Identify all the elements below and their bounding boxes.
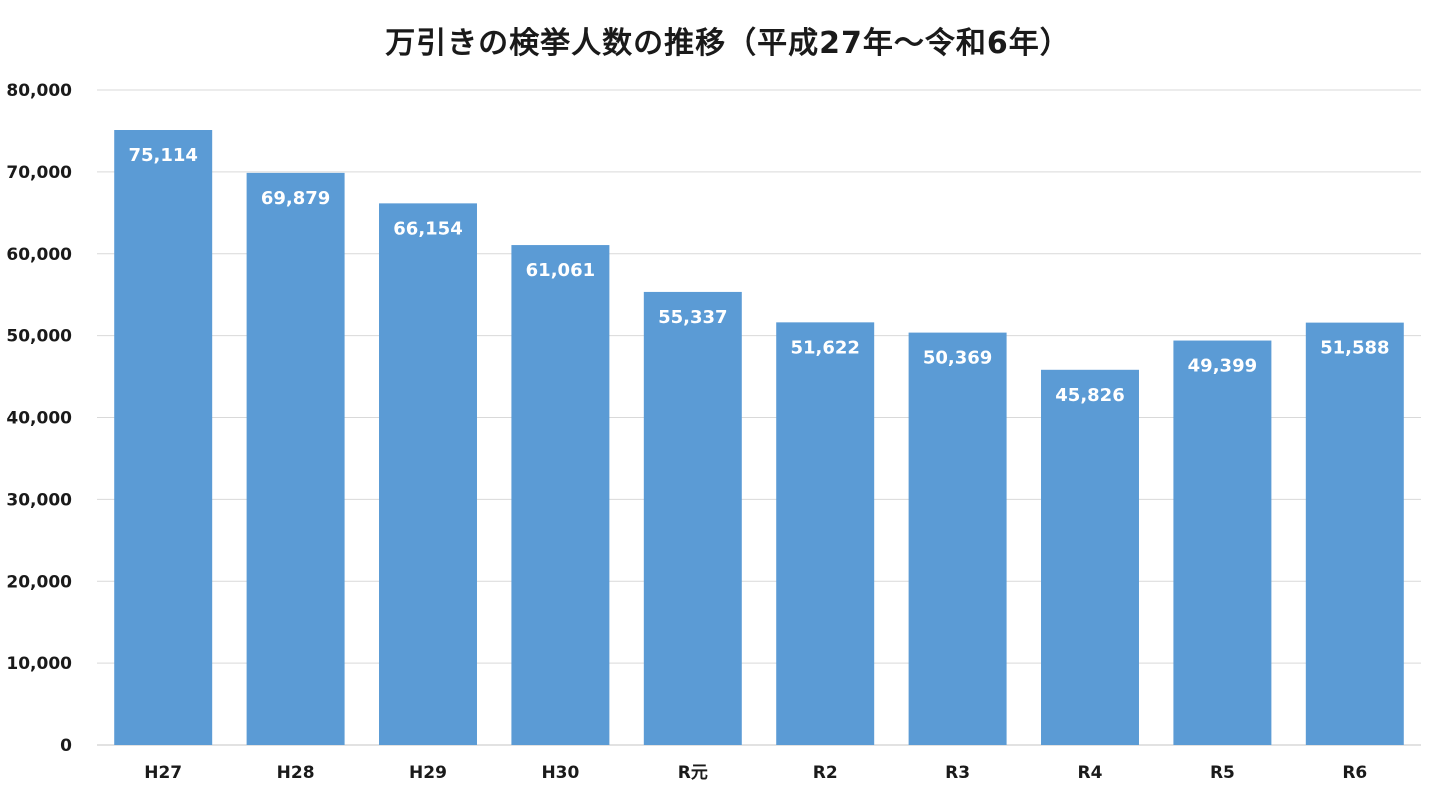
data-label: 75,114: [128, 145, 197, 166]
bar-R元: [643, 291, 742, 745]
bar-H30: [511, 245, 610, 746]
x-category-label: H29: [409, 763, 447, 783]
x-category-label: H27: [144, 763, 182, 783]
data-label: 51,588: [1320, 338, 1389, 359]
x-category-label: R3: [945, 763, 970, 783]
data-label: 61,061: [526, 260, 595, 281]
bars: [114, 130, 1404, 746]
x-category-label: H30: [541, 763, 579, 783]
y-tick-label: 20,000: [6, 572, 72, 592]
data-label: 45,826: [1055, 385, 1124, 406]
y-tick-label: 70,000: [6, 163, 72, 183]
data-labels: 75,114 69,879 66,154 61,061 55,337 51,622 50,3…: [128, 145, 1389, 406]
x-category-label: R元: [678, 763, 708, 783]
data-label: 66,154: [393, 218, 462, 239]
bar-R2: [776, 322, 875, 745]
bar-R6: [1305, 322, 1404, 745]
y-tick-label: 0: [60, 736, 72, 756]
y-tick-label: 80,000: [6, 81, 72, 101]
y-axis-ticks: 0 10,000 20,000 30,000 40,000 50,000 60,000 70,…: [6, 81, 72, 756]
x-category-label: R4: [1078, 763, 1103, 783]
bar-H28: [246, 172, 345, 745]
bar-R3: [908, 332, 1007, 745]
x-category-label: R2: [813, 763, 838, 783]
data-label: 51,622: [790, 337, 859, 358]
chart-title: 万引きの検挙人数の推移（平成27年～令和6年）: [385, 26, 1071, 61]
data-label: 49,399: [1188, 356, 1257, 377]
y-tick-label: 60,000: [6, 245, 72, 265]
y-tick-label: 10,000: [6, 654, 72, 674]
bar-H27: [114, 130, 213, 745]
x-axis-categories: H27 H28 H29 H30 R元 R2 R3 R4 R5 R6: [144, 763, 1367, 783]
x-category-label: R6: [1342, 763, 1367, 783]
data-label: 69,879: [261, 188, 330, 209]
bar-R4: [1041, 369, 1139, 745]
y-tick-label: 30,000: [6, 490, 72, 510]
x-category-label: R5: [1210, 763, 1235, 783]
x-category-label: H28: [277, 763, 315, 783]
y-tick-label: 50,000: [6, 327, 72, 347]
bar-H29: [379, 203, 477, 745]
data-label: 50,369: [923, 348, 992, 369]
y-tick-label: 40,000: [6, 409, 72, 429]
bar-R5: [1173, 340, 1272, 745]
data-label: 55,337: [658, 307, 727, 328]
